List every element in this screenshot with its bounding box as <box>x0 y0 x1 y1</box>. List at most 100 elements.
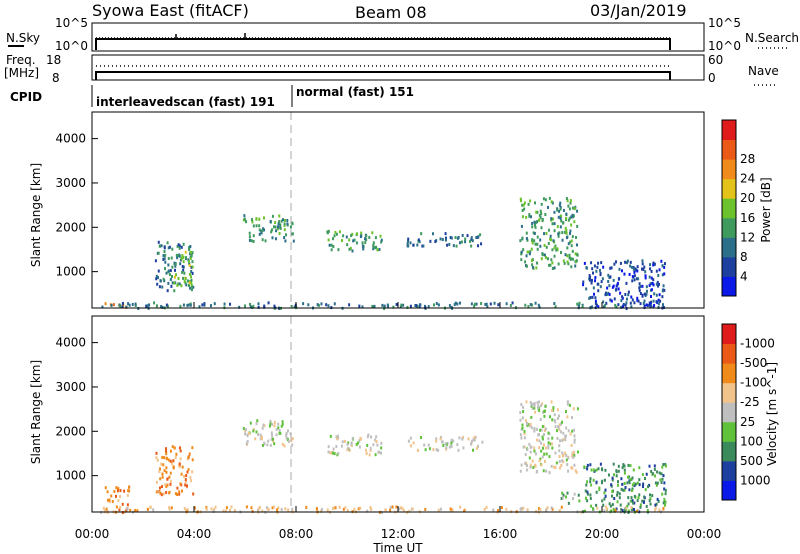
data-cell <box>574 264 577 268</box>
data-cell <box>543 428 546 432</box>
data-cell <box>565 458 568 462</box>
data-cell <box>190 278 193 282</box>
data-cell <box>631 279 634 283</box>
data-cell <box>553 229 556 233</box>
data-cell <box>573 492 576 496</box>
data-cell <box>594 296 597 300</box>
data-cell <box>608 276 611 280</box>
data-cell <box>615 287 618 291</box>
data-cell <box>536 401 539 405</box>
data-cell <box>559 225 562 229</box>
data-cell <box>320 507 323 511</box>
data-cell <box>623 481 626 485</box>
data-cell <box>486 305 489 309</box>
data-cell <box>611 503 614 507</box>
data-cell <box>165 457 168 461</box>
data-cell <box>643 299 646 303</box>
data-cell <box>416 448 419 452</box>
data-cell <box>104 302 107 306</box>
data-cell <box>191 265 194 269</box>
data-cell <box>560 497 563 501</box>
velocity-colorbar-tick: 1000 <box>740 473 771 487</box>
data-cell <box>473 302 476 306</box>
data-cell <box>522 248 525 252</box>
data-cell <box>167 246 170 250</box>
data-cell <box>631 483 634 487</box>
data-cell <box>187 258 190 262</box>
data-cell <box>630 496 633 500</box>
data-cell <box>445 446 448 450</box>
data-cell <box>543 243 546 247</box>
data-cell <box>158 470 161 474</box>
data-cell <box>622 304 625 308</box>
data-cell <box>169 482 172 486</box>
data-cell <box>107 498 110 502</box>
data-cell <box>541 455 544 459</box>
data-cell <box>376 443 379 447</box>
data-cell <box>638 493 641 497</box>
data-cell <box>573 207 576 211</box>
data-cell <box>531 459 534 463</box>
data-cell <box>538 459 541 463</box>
data-cell <box>267 439 270 443</box>
data-cell <box>351 232 354 236</box>
data-cell <box>346 509 349 513</box>
data-cell <box>245 505 248 509</box>
data-cell <box>178 492 181 496</box>
data-cell <box>534 225 537 229</box>
data-cell <box>529 215 532 219</box>
data-cell <box>583 465 586 469</box>
data-cell <box>353 238 356 242</box>
colorbar-swatch <box>722 343 736 364</box>
data-cell <box>658 268 661 272</box>
data-cell <box>573 453 576 457</box>
data-cell <box>628 272 631 276</box>
data-cell <box>531 241 534 245</box>
data-cell <box>372 243 375 247</box>
data-cell <box>648 275 651 279</box>
data-cell <box>610 483 613 487</box>
data-cell <box>244 304 247 308</box>
data-cell <box>349 246 352 250</box>
data-cell <box>544 198 547 202</box>
data-cell <box>110 303 113 307</box>
data-cell <box>540 449 543 453</box>
data-cell <box>285 436 288 440</box>
data-cell <box>595 480 598 484</box>
data-cell <box>603 497 606 501</box>
data-cell <box>519 239 522 243</box>
data-cell <box>611 285 614 289</box>
data-cell <box>166 304 169 308</box>
data-cell <box>621 508 624 512</box>
data-cell <box>570 244 573 248</box>
data-cell <box>615 305 618 309</box>
data-cell <box>477 444 480 448</box>
data-cell <box>273 442 276 446</box>
data-cell <box>291 222 294 226</box>
data-cell <box>370 508 373 512</box>
data-cell <box>663 481 666 485</box>
data-cell <box>269 422 272 426</box>
data-cell <box>113 489 116 493</box>
data-cell <box>528 252 531 256</box>
data-cell <box>625 281 628 285</box>
noise-left-tick-top: 10^5 <box>55 16 88 30</box>
data-cell <box>540 202 543 206</box>
data-cell <box>661 477 664 481</box>
freq-left-tick-bottom: 8 <box>52 71 60 85</box>
data-cell <box>566 402 569 406</box>
data-cell <box>285 431 288 435</box>
data-cell <box>662 474 665 478</box>
data-cell <box>599 462 602 466</box>
data-cell <box>593 292 596 296</box>
data-cell <box>556 225 559 229</box>
data-cell <box>399 305 402 309</box>
data-cell <box>181 270 184 274</box>
data-cell <box>265 506 268 510</box>
data-cell <box>480 242 483 246</box>
data-cell <box>536 210 539 214</box>
data-cell <box>317 303 320 307</box>
data-cell <box>585 287 588 291</box>
data-cell <box>459 301 462 305</box>
data-cell <box>655 282 658 286</box>
